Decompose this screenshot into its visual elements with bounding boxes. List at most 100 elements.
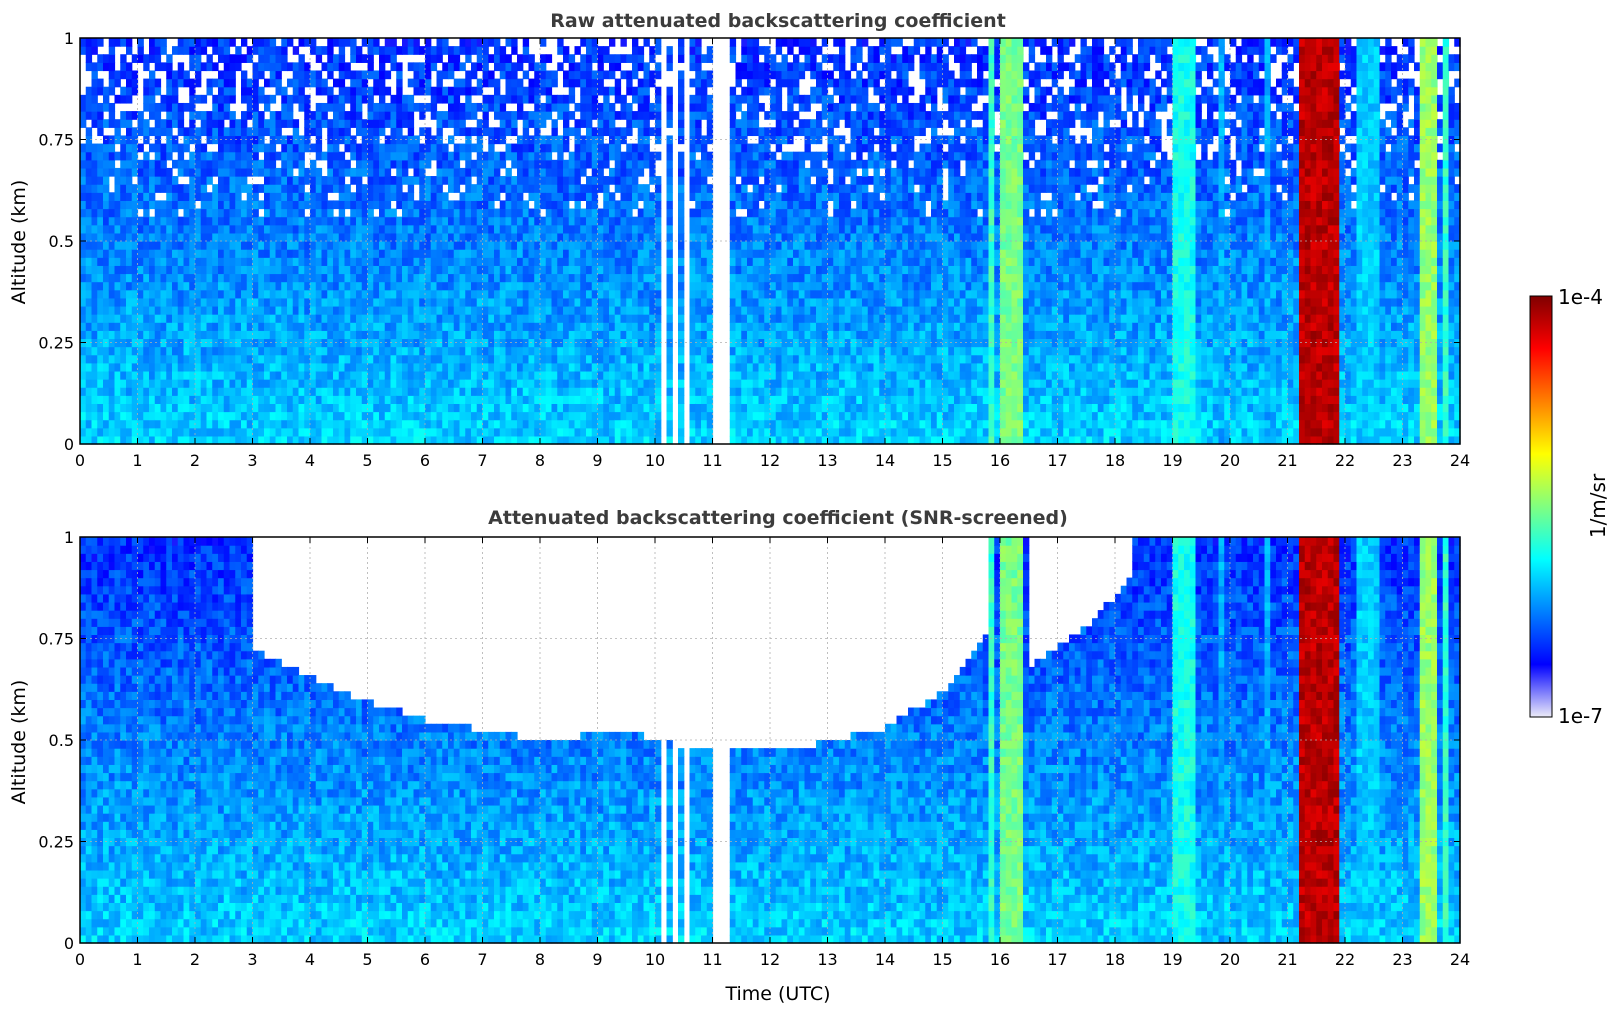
heatmap-cell — [695, 387, 701, 396]
heatmap-cell — [270, 371, 276, 380]
heatmap-cell — [138, 347, 144, 356]
heatmap-cell — [356, 420, 362, 429]
heatmap-cell — [212, 371, 218, 380]
heatmap-cell — [385, 395, 391, 404]
heatmap-cell — [609, 412, 615, 421]
heatmap-cell — [207, 249, 213, 258]
heatmap-cell — [529, 298, 535, 307]
heatmap-cell — [345, 257, 351, 266]
heatmap-cell — [736, 363, 742, 372]
heatmap-cell — [109, 412, 115, 421]
heatmap-cell — [373, 290, 379, 299]
heatmap-cell — [86, 160, 92, 169]
heatmap-cell — [563, 290, 569, 299]
heatmap-cell — [230, 79, 236, 88]
heatmap-cell — [483, 111, 489, 120]
heatmap-cell — [224, 225, 230, 234]
heatmap-cell — [408, 217, 414, 226]
heatmap-cell — [276, 412, 282, 421]
heatmap-cell — [690, 176, 696, 185]
heatmap-cell — [603, 87, 609, 96]
heatmap-cell — [511, 87, 517, 96]
heatmap-cell — [126, 241, 132, 250]
heatmap-cell — [437, 152, 443, 161]
heatmap-cell — [690, 420, 696, 429]
heatmap-cell — [368, 95, 374, 104]
heatmap-cell — [379, 338, 385, 347]
heatmap-cell — [465, 330, 471, 339]
heatmap-cell — [138, 217, 144, 226]
heatmap-cell — [701, 200, 707, 209]
heatmap-cell — [488, 363, 494, 372]
heatmap-cell — [103, 152, 109, 161]
heatmap-cell — [166, 111, 172, 120]
heatmap-cell — [626, 273, 632, 282]
heatmap-cell — [575, 395, 581, 404]
heatmap-cell — [333, 371, 339, 380]
heatmap-cell — [241, 363, 247, 372]
heatmap-cell — [322, 403, 328, 412]
heatmap-cell — [241, 322, 247, 331]
heatmap-cell — [224, 176, 230, 185]
heatmap-cell — [92, 200, 98, 209]
heatmap-cell — [345, 428, 351, 437]
heatmap-cell — [632, 371, 638, 380]
heatmap-cell — [621, 330, 627, 339]
heatmap-cell — [546, 233, 552, 242]
heatmap-cell — [350, 395, 356, 404]
heatmap-cell — [632, 192, 638, 201]
heatmap-cell — [523, 257, 529, 266]
heatmap-cell — [293, 200, 299, 209]
heatmap-cell — [143, 257, 149, 266]
heatmap-cell — [506, 298, 512, 307]
heatmap-cell — [471, 127, 477, 136]
heatmap-cell — [736, 403, 742, 412]
heatmap-cell — [678, 160, 684, 169]
heatmap-cell — [379, 314, 385, 323]
heatmap-cell — [701, 111, 707, 120]
heatmap-cell — [425, 200, 431, 209]
heatmap-cell — [373, 233, 379, 242]
heatmap-cell — [540, 119, 546, 128]
heatmap-cell — [161, 38, 167, 47]
heatmap-cell — [224, 144, 230, 153]
heatmap-cell — [736, 79, 742, 88]
heatmap-cell — [149, 111, 155, 120]
heatmap-cell — [736, 192, 742, 201]
heatmap-cell — [350, 363, 356, 372]
heatmap-cell — [172, 160, 178, 169]
heatmap-cell — [638, 160, 644, 169]
heatmap-cell — [488, 395, 494, 404]
heatmap-cell — [730, 144, 736, 153]
heatmap-cell — [293, 152, 299, 161]
heatmap-cell — [448, 160, 454, 169]
heatmap-cell — [529, 282, 535, 291]
heatmap-cell — [149, 322, 155, 331]
heatmap-cell — [138, 273, 144, 282]
heatmap-cell — [92, 95, 98, 104]
heatmap-cell — [506, 38, 512, 47]
heatmap-cell — [575, 144, 581, 153]
heatmap-cell — [86, 192, 92, 201]
heatmap-cell — [408, 428, 414, 437]
heatmap-cell — [299, 403, 305, 412]
heatmap-cell — [701, 265, 707, 274]
heatmap-cell — [270, 62, 276, 71]
heatmap-cell — [218, 347, 224, 356]
heatmap-cell — [235, 176, 241, 185]
heatmap-cell — [517, 298, 523, 307]
heatmap-cell — [494, 257, 500, 266]
heatmap-cell — [293, 290, 299, 299]
heatmap-cell — [143, 225, 149, 234]
heatmap-cell — [442, 241, 448, 250]
heatmap-cell — [655, 371, 661, 380]
heatmap-cell — [356, 314, 362, 323]
heatmap-cell — [235, 347, 241, 356]
heatmap-cell — [270, 111, 276, 120]
heatmap-cell — [667, 330, 673, 339]
heatmap-cell — [615, 241, 621, 250]
heatmap-cell — [621, 298, 627, 307]
heatmap-cell — [511, 298, 517, 307]
heatmap-cell — [511, 265, 517, 274]
heatmap-cell — [224, 200, 230, 209]
